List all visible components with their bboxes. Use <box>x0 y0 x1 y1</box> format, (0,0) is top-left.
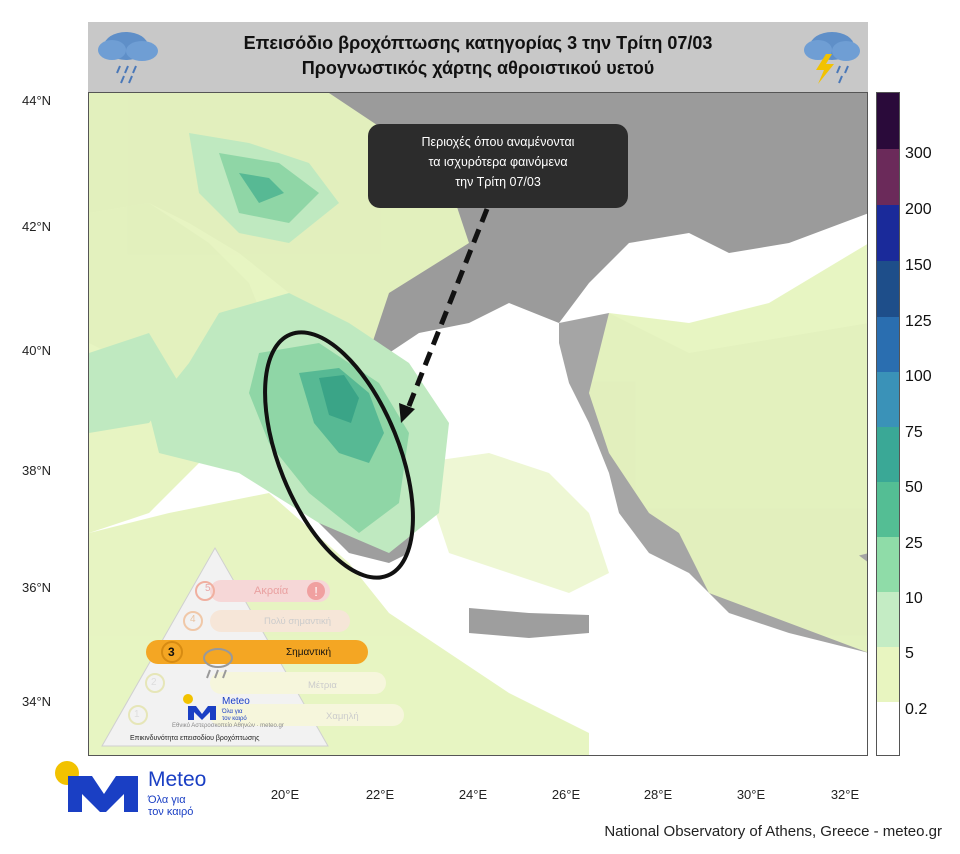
logo-tagline-2: τον καιρό <box>148 806 194 818</box>
svg-text:!: ! <box>314 584 318 599</box>
cbar-band-75-100 <box>877 372 899 427</box>
pyramid-brand-tagline: Όλα για <box>222 709 243 715</box>
title-line-1: Επεισόδιο βροχόπτωσης κατηγορίας 3 την Τ… <box>243 33 713 53</box>
level-4-circle <box>183 611 203 631</box>
level-2-bar <box>210 672 386 694</box>
cbar-label-300: 300 <box>905 145 932 162</box>
lat-label-42: 42°N <box>22 219 52 234</box>
cbar-band-125-150 <box>877 261 899 317</box>
pyramid-logo-mark <box>188 706 216 720</box>
level-5-bar <box>210 580 330 602</box>
logo-tagline-1: Όλα για <box>148 794 186 806</box>
lat-label-34: 34°N <box>22 694 52 709</box>
crete-island <box>469 608 589 638</box>
level-5-circle <box>195 581 215 601</box>
lat-label-38: 38°N <box>22 463 52 478</box>
level-1-bar <box>210 704 404 726</box>
pyramid-brand-sub: τον καιρό <box>222 716 247 722</box>
map-canvas <box>89 93 867 755</box>
callout-line-2: τα ισχυρότερα φαινόμενα <box>428 155 568 169</box>
cbar-label-5: 5 <box>905 645 914 662</box>
cbar-band-100-125 <box>877 317 899 372</box>
cbar-band-none <box>877 702 899 755</box>
pyramid-logo-sun <box>183 694 193 704</box>
level-3-label: Σημαντική <box>286 647 332 658</box>
cbar-band-5-10 <box>877 592 899 647</box>
pyramid-brand: Meteo <box>222 696 250 707</box>
highlight-ellipse <box>263 330 415 580</box>
pyramid-rain-icon <box>203 648 233 679</box>
logo-m-mark <box>68 776 138 812</box>
cbar-label-150: 150 <box>905 257 932 274</box>
cbar-band-0.2-5 <box>877 647 899 702</box>
cbar-label-125: 125 <box>905 313 932 330</box>
cbar-band-25-50 <box>877 482 899 537</box>
cbar-label-0.2: 0.2 <box>905 701 928 718</box>
callout-box: Περιοχές όπου αναμένονται τα ισχυρότερα … <box>368 124 628 208</box>
precip-colorbar <box>876 92 900 756</box>
lon-label-30: 30°E <box>736 787 766 802</box>
lat-label-44: 44°N <box>22 93 52 108</box>
meteo-logo <box>55 761 138 812</box>
thunderstorm-cloud-icon <box>804 32 860 84</box>
level-2-number: 2 <box>151 677 157 688</box>
level-1-circle <box>128 705 148 725</box>
cbar-label-10: 10 <box>905 590 923 607</box>
lon-label-32: 32°E <box>830 787 860 802</box>
lon-label-28: 28°E <box>643 787 673 802</box>
level-1-number: 1 <box>134 709 140 720</box>
callout-line-3: την Τρίτη 07/03 <box>455 175 541 189</box>
title-line-2: Προγνωστικός χάρτης αθροιστικού υετού <box>301 58 655 78</box>
level-5-number: 5 <box>205 583 211 594</box>
callout-arrow <box>404 208 490 412</box>
map-title: Επεισόδιο βροχόπτωσης κατηγορίας 3 την Τ… <box>88 31 868 81</box>
logo-brand: Meteo <box>148 768 207 791</box>
cbar-band-300plus <box>877 93 899 149</box>
cbar-band-200-300 <box>877 149 899 205</box>
level-4-bar <box>210 610 350 632</box>
lat-label-36: 36°N <box>22 580 52 595</box>
credit-text: National Observatory of Athens, Greece -… <box>604 823 942 840</box>
pyramid-institute: Εθνικό Αστεροσκοπείο Αθηνών · meteo.gr <box>172 723 284 729</box>
title-banner: Επεισόδιο βροχόπτωσης κατηγορίας 3 την Τ… <box>88 22 868 92</box>
level-3-bar <box>146 640 368 664</box>
cbar-label-25: 25 <box>905 535 923 552</box>
cbar-label-75: 75 <box>905 424 923 441</box>
level-3-circle <box>161 641 183 663</box>
lon-label-26: 26°E <box>551 787 581 802</box>
callout-arrowhead <box>399 403 415 423</box>
precip-50-75 <box>319 375 359 423</box>
cbar-band-150-200 <box>877 205 899 261</box>
cbar-label-50: 50 <box>905 479 923 496</box>
level-1-label: Χαμηλή <box>326 711 359 722</box>
lon-label-22: 22°E <box>365 787 395 802</box>
rain-cloud-icon <box>98 32 158 84</box>
lon-label-20: 20°E <box>270 787 300 802</box>
cbar-label-100: 100 <box>905 368 932 385</box>
level-3-number: 3 <box>168 645 175 659</box>
lon-label-24: 24°E <box>458 787 488 802</box>
hazard-pyramid: ! <box>101 546 404 747</box>
lat-label-40: 40°N <box>22 343 52 358</box>
pyramid-caption: Επικινδυνότητα επεισοδίου βροχόπτωσης <box>130 735 260 742</box>
level-4-label: Πολύ σημαντική <box>264 616 332 627</box>
level-2-label: Μέτρια <box>308 680 337 691</box>
level-4-number: 4 <box>190 614 196 625</box>
callout-line-1: Περιοχές όπου αναμένονται <box>421 135 575 149</box>
cbar-label-200: 200 <box>905 201 932 218</box>
cbar-band-10-25 <box>877 537 899 592</box>
cbar-band-50-75 <box>877 427 899 482</box>
level-5-label: Ακραία <box>254 585 289 597</box>
level-2-circle <box>145 673 165 693</box>
precipitation-map <box>88 92 868 756</box>
